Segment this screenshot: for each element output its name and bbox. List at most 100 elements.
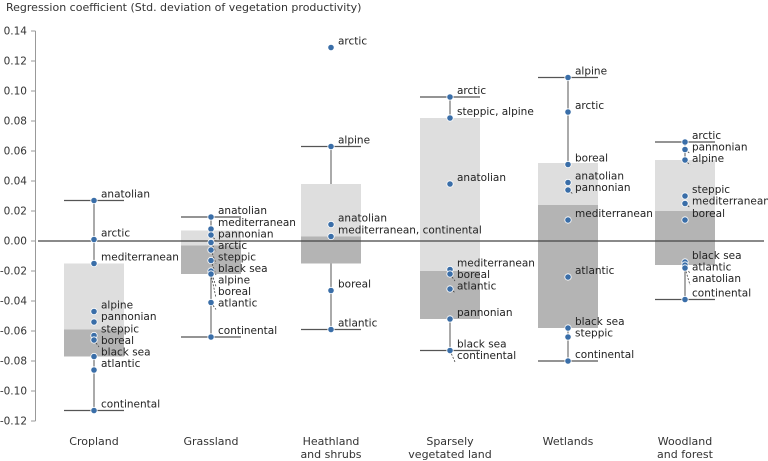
point-label: alpine <box>575 66 607 78</box>
point-label: pannonian <box>692 142 748 154</box>
data-point <box>681 156 689 164</box>
data-point <box>681 264 689 272</box>
point-label: boreal <box>101 335 134 347</box>
y-axis-title: Regression coefficient (Std. deviation o… <box>6 1 361 14</box>
point-label: continental <box>575 349 634 361</box>
point-label: boreal <box>218 286 251 298</box>
point-label: mediterranean <box>101 252 179 264</box>
data-point <box>207 246 215 254</box>
data-point <box>207 298 215 307</box>
data-point <box>446 180 454 188</box>
point-label: pannonian <box>218 229 274 241</box>
point-label: black sea <box>101 347 151 359</box>
point-label: arctic <box>692 130 721 142</box>
data-point <box>446 285 454 293</box>
data-point <box>90 336 98 344</box>
data-point <box>681 138 689 146</box>
point-label: black sea <box>692 250 742 262</box>
point-label: anatolian <box>218 205 267 217</box>
point-label: black sea <box>575 316 625 328</box>
data-point <box>327 232 335 241</box>
point-label: atlantic <box>101 358 141 370</box>
point-label: boreal <box>457 269 490 281</box>
leader-line <box>210 273 217 299</box>
y-tick-label: 0.10 <box>4 86 27 98</box>
data-point <box>207 225 215 233</box>
data-point <box>207 256 215 265</box>
leader-line <box>210 270 217 287</box>
category-label: Woodland and forest <box>657 435 714 461</box>
point-label: anatolian <box>338 213 387 225</box>
point-label: boreal <box>338 279 371 291</box>
point-label: pannonian <box>575 182 631 194</box>
y-tick-label: 0.14 <box>4 26 28 38</box>
point-label: atlantic <box>457 281 497 293</box>
points-layer <box>90 43 689 415</box>
data-point <box>90 307 98 316</box>
point-label: atlantic <box>692 262 732 274</box>
data-point <box>207 213 215 221</box>
point-label: steppic <box>692 184 730 196</box>
point-label: anatolian <box>457 172 506 184</box>
data-point <box>446 93 454 101</box>
point-label: steppic, alpine <box>457 106 534 118</box>
data-point <box>681 295 689 304</box>
data-point <box>327 325 335 334</box>
point-label: mediterranean <box>218 217 296 229</box>
data-point <box>90 318 98 326</box>
point-label: alpine <box>101 300 133 312</box>
box-upper-quartile <box>420 118 480 271</box>
data-point <box>327 43 335 52</box>
point-label: mediterranean <box>457 258 535 270</box>
data-point <box>681 216 689 224</box>
data-point <box>446 346 454 355</box>
data-point <box>681 199 689 208</box>
point-labels-layer: anatolianarcticmediterraneanalpinepannon… <box>101 36 768 411</box>
data-point <box>207 270 215 278</box>
point-label: steppic <box>218 252 256 264</box>
y-tick-label: 0.00 <box>4 236 27 248</box>
point-label: alpine <box>218 275 250 287</box>
category-label: Sparsely vegetated land <box>408 435 491 461</box>
y-tick-label: -0.10 <box>0 386 27 398</box>
data-point <box>446 270 454 278</box>
data-point <box>564 160 572 169</box>
point-label: mediterranean, continental <box>338 225 482 237</box>
y-tick-label: -0.12 <box>0 416 27 428</box>
data-point <box>207 238 215 247</box>
point-label: steppic <box>101 324 139 336</box>
point-label: black sea <box>218 263 268 275</box>
leader-line <box>684 267 691 286</box>
point-label: continental <box>457 350 516 362</box>
data-point <box>564 73 572 82</box>
y-tick-label: -0.04 <box>0 296 27 308</box>
point-label: pannonian <box>101 311 157 323</box>
data-point <box>681 192 689 200</box>
y-tick-label: -0.08 <box>0 356 27 368</box>
category-label: Grassland <box>184 435 239 448</box>
point-label: arctic <box>457 85 486 97</box>
data-point <box>564 333 572 341</box>
leader-line <box>210 249 217 264</box>
point-label: mediterranean <box>575 208 653 220</box>
point-label: steppic <box>575 328 613 340</box>
data-point <box>564 178 572 187</box>
category-label: Wetlands <box>543 435 594 448</box>
point-label: anatolian <box>101 189 150 201</box>
y-tick-label: 0.12 <box>4 56 27 68</box>
data-point <box>564 108 572 116</box>
data-point <box>327 286 335 295</box>
point-label: boreal <box>692 208 725 220</box>
point-label: continental <box>692 288 751 300</box>
data-point <box>564 216 572 224</box>
category-label: Heathland and shrubs <box>300 435 361 461</box>
point-label: arctic <box>101 228 130 240</box>
point-label: continental <box>218 325 277 337</box>
y-tick-label: 0.04 <box>4 176 28 188</box>
data-point <box>90 352 98 361</box>
leader-line <box>210 260 217 276</box>
point-label: atlantic <box>218 298 258 310</box>
data-point <box>90 196 98 205</box>
point-label: alpine <box>338 135 370 147</box>
